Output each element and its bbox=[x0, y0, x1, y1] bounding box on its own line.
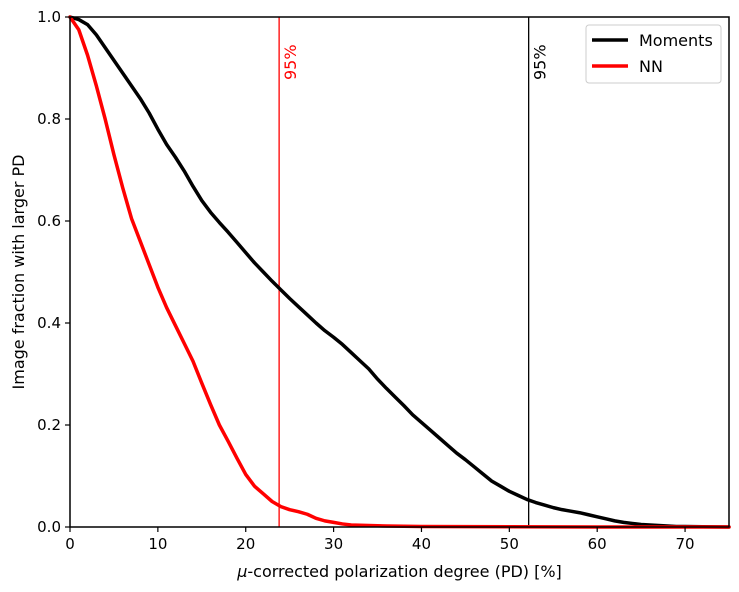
x-tick-label-10: 10 bbox=[148, 535, 167, 553]
x-tick-label-20: 20 bbox=[236, 535, 255, 553]
legend-label-moments: Moments bbox=[639, 31, 713, 50]
plot-frame bbox=[69, 16, 730, 528]
x-tick-label-50: 50 bbox=[500, 535, 519, 553]
legend-label-nn: NN bbox=[639, 57, 663, 76]
x-tick-label-60: 60 bbox=[588, 535, 607, 553]
x-axis-label: μ-corrected polarization degree (PD) [%] bbox=[236, 562, 562, 581]
plot-marks: 95% 95% bbox=[68, 15, 731, 529]
series-line-nn bbox=[68, 15, 731, 529]
series-line-moments bbox=[68, 15, 731, 529]
y-tick-label-1: 0.2 bbox=[37, 416, 61, 434]
x-tick-label-0: 0 bbox=[65, 535, 75, 553]
y-axis-label: Image fraction with larger PD bbox=[9, 155, 28, 390]
legend: Moments NN bbox=[585, 24, 722, 84]
axis-ticks: 0 10 20 30 40 50 60 70 0.0 0.2 0.4 0.6 0.8 1.0 bbox=[37, 8, 694, 553]
y-tick-label-2: 0.4 bbox=[37, 314, 61, 332]
y-tick-label-5: 1.0 bbox=[37, 8, 61, 26]
x-tick-label-40: 40 bbox=[412, 535, 431, 553]
y-tick-label-3: 0.6 bbox=[37, 212, 61, 230]
vline-label-0: 95% bbox=[281, 44, 300, 80]
y-tick-label-4: 0.8 bbox=[37, 110, 61, 128]
x-tick-label-70: 70 bbox=[676, 535, 695, 553]
y-tick-label-0: 0.0 bbox=[37, 518, 61, 536]
x-tick-label-30: 30 bbox=[324, 535, 343, 553]
vline-label-1: 95% bbox=[531, 44, 550, 80]
